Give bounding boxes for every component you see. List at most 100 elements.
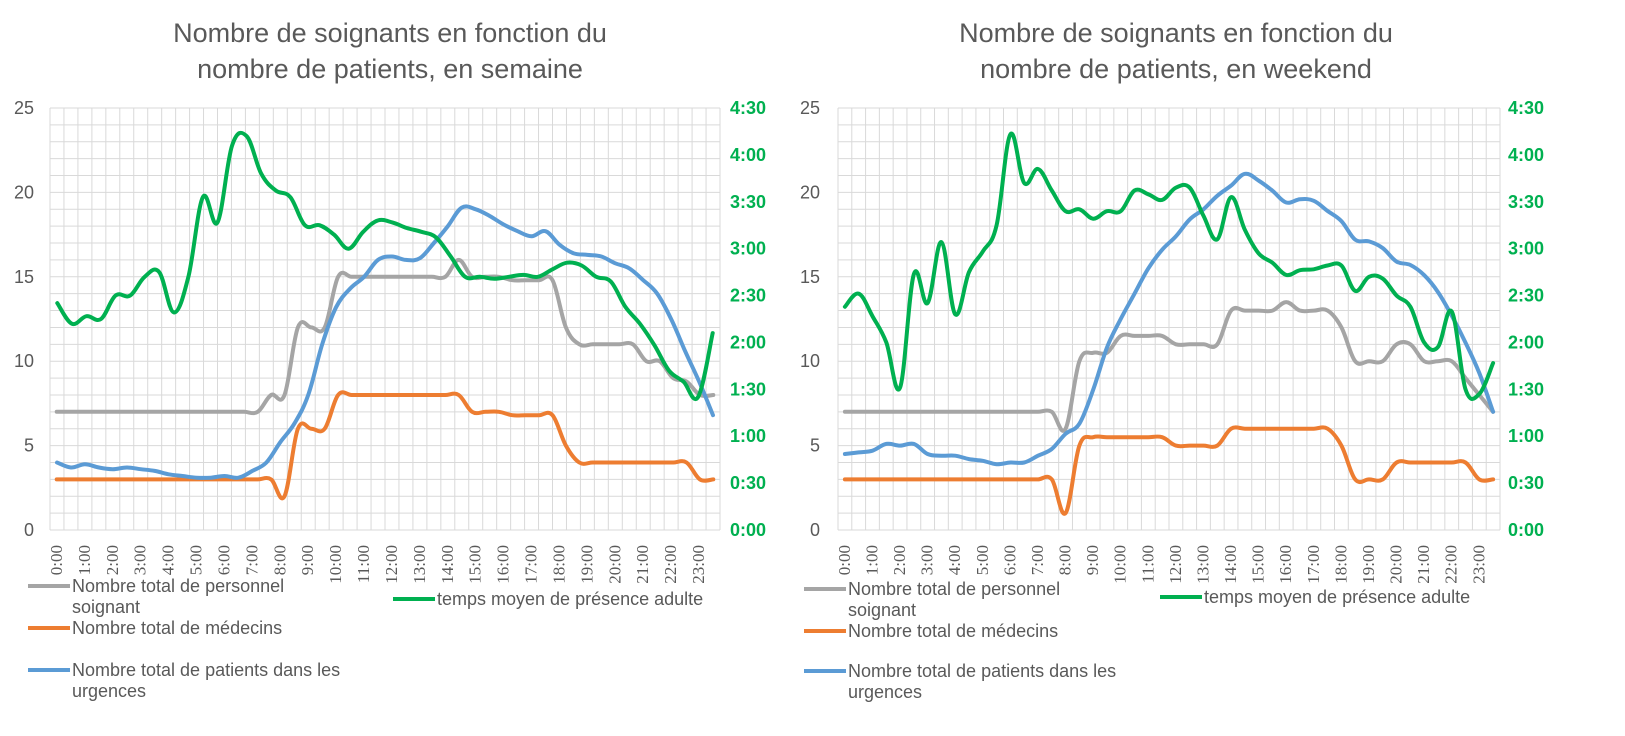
x-tick-label: 15:00	[1249, 545, 1268, 584]
y-tick-label: 0	[810, 520, 820, 540]
x-tick-label: 11:00	[354, 545, 373, 583]
legend-label: Nombre total de patients dans les	[72, 660, 340, 680]
x-tick-label: 1:00	[863, 545, 882, 575]
legend-label: Nombre total de personnel	[848, 579, 1060, 599]
grid	[49, 107, 721, 531]
legend-item-temps: temps moyen de présence adulte	[1160, 587, 1470, 607]
x-tick-label: 8:00	[270, 545, 289, 575]
x-tick-label: 6:00	[215, 545, 234, 575]
series-line-personnel	[842, 300, 1496, 433]
x-tick-label: 18:00	[1331, 545, 1350, 584]
y2-tick-label: 0:30	[730, 473, 766, 493]
series-line-medecins	[54, 390, 716, 501]
x-tick-label: 13:00	[1194, 545, 1213, 584]
y-tick-label: 15	[800, 267, 820, 287]
y2-tick-label: 4:00	[1508, 145, 1544, 165]
x-tick-label: 23:00	[689, 545, 708, 584]
x-tick-label: 2:00	[890, 545, 909, 575]
y-tick-label: 25	[14, 98, 34, 118]
legend-label: soignant	[72, 597, 140, 617]
y2-tick-label: 4:00	[730, 145, 766, 165]
chart-weekend: Nombre de soignants en fonction du nombre…	[800, 18, 1544, 702]
x-tick-label: 5:00	[187, 545, 206, 575]
y-tick-label: 25	[800, 98, 820, 118]
x-tick-label: 7:00	[242, 545, 261, 575]
legend-label: temps moyen de présence adulte	[437, 589, 703, 609]
y-tick-label: 20	[800, 182, 820, 202]
x-tick-label: 13:00	[410, 545, 429, 584]
x-tick-label: 12:00	[1166, 545, 1185, 584]
x-tick-label: 19:00	[1359, 545, 1378, 584]
legend-label: Nombre total de patients dans les	[848, 661, 1116, 681]
y2-tick-label: 0:30	[1508, 473, 1544, 493]
x-tick-label: 15:00	[466, 545, 485, 584]
x-tick-label: 9:00	[298, 545, 317, 575]
y2-tick-label: 3:30	[1508, 192, 1544, 212]
y2-tick-label: 2:30	[730, 286, 766, 306]
y2-tick-label: 2:30	[1508, 286, 1544, 306]
x-tick-label: 10:00	[1111, 545, 1130, 584]
x-tick-label: 3:00	[131, 545, 150, 575]
x-tick-label: 16:00	[494, 545, 513, 584]
series-line-temps	[842, 131, 1496, 401]
series-line-medecins	[842, 425, 1496, 516]
y2-tick-label: 1:00	[730, 426, 766, 446]
x-tick-label: 12:00	[382, 545, 401, 584]
y2-tick-label: 0:00	[730, 520, 766, 540]
x-tick-label: 0:00	[835, 545, 854, 575]
chart-panel-semaine: Nombre de soignants en fonction du nombre…	[0, 0, 812, 736]
x-tick-label: 23:00	[1469, 545, 1488, 584]
y2-tick-label: 4:30	[1508, 98, 1544, 118]
chart-semaine: Nombre de soignants en fonction du nombre…	[14, 18, 766, 701]
y-tick-label: 0	[24, 520, 34, 540]
x-tick-label: 10:00	[326, 545, 345, 584]
y-tick-label: 15	[14, 267, 34, 287]
legend-label: urgences	[72, 681, 146, 701]
grid	[837, 107, 1501, 531]
x-tick-label: 11:00	[1138, 545, 1157, 583]
y2-tick-label: 1:30	[730, 379, 766, 399]
y-tick-label: 10	[800, 351, 820, 371]
x-tick-label: 17:00	[522, 545, 541, 584]
x-tick-label: 1:00	[75, 545, 94, 575]
x-tick-label: 6:00	[1000, 545, 1019, 575]
legend-item-medecins: Nombre total de médecins	[28, 618, 282, 638]
chart-title-line-1: Nombre de soignants en fonction du	[173, 18, 607, 48]
y-tick-label: 5	[810, 436, 820, 456]
legend-item-medecins: Nombre total de médecins	[804, 621, 1058, 641]
x-tick-label: 4:00	[159, 545, 178, 575]
x-tick-label: 20:00	[605, 545, 624, 584]
legend-label: temps moyen de présence adulte	[1204, 587, 1470, 607]
series-line-temps	[55, 130, 715, 401]
x-tick-label: 5:00	[973, 545, 992, 575]
y-tick-label: 20	[14, 182, 34, 202]
x-tick-label: 14:00	[438, 545, 457, 584]
x-tick-label: 3:00	[918, 545, 937, 575]
x-tick-label: 20:00	[1387, 545, 1406, 584]
x-tick-label: 14:00	[1221, 545, 1240, 584]
x-tick-label: 22:00	[661, 545, 680, 584]
y-tick-label: 5	[24, 436, 34, 456]
legend-item-patients: Nombre total de patients dans lesurgence…	[28, 660, 340, 701]
chart-panel-weekend: Nombre de soignants en fonction du nombre…	[790, 0, 1602, 736]
series-line-personnel	[54, 257, 716, 416]
x-tick-label: 22:00	[1442, 545, 1461, 584]
y2-tick-label: 3:00	[1508, 239, 1544, 259]
legend-item-temps: temps moyen de présence adulte	[393, 589, 703, 609]
chart-title-line-2: nombre de patients, en semaine	[197, 54, 583, 84]
x-tick-label: 18:00	[550, 545, 569, 584]
y-tick-label: 10	[14, 351, 34, 371]
series-line-patients	[842, 171, 1496, 467]
x-tick-label: 2:00	[103, 545, 122, 575]
y2-tick-label: 3:30	[730, 192, 766, 212]
x-tick-label: 8:00	[1056, 545, 1075, 575]
legend-label: Nombre total de médecins	[848, 621, 1058, 641]
x-tick-label: 4:00	[945, 545, 964, 575]
legend-label: soignant	[848, 600, 916, 620]
x-tick-label: 21:00	[1414, 545, 1433, 584]
y2-tick-label: 3:00	[730, 239, 766, 259]
y2-tick-label: 2:00	[1508, 332, 1544, 352]
x-tick-label: 21:00	[633, 545, 652, 584]
